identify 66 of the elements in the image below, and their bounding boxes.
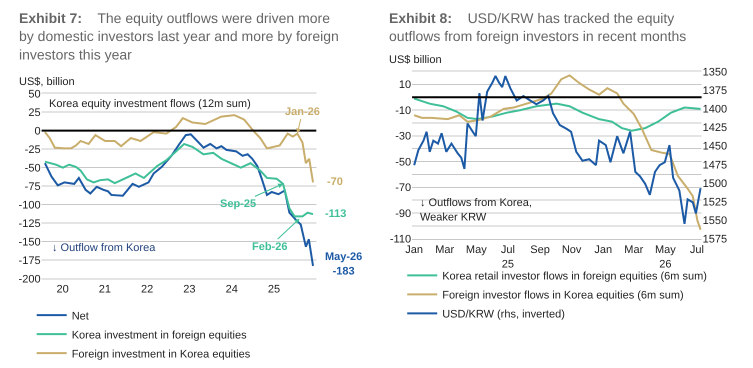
y2-tick-label: 1575 <box>702 234 728 246</box>
y-tick-label: -70 <box>395 182 412 194</box>
x-tick-label: 21 <box>98 284 112 296</box>
y2-tick-label: 1500 <box>702 178 728 190</box>
x-tick-label: Mar <box>624 244 644 256</box>
x-tick-label: Jan <box>594 244 612 256</box>
x-tick-label: Jul 25 <box>500 244 515 270</box>
legend-label: USD/KRW (rhs, inverted) <box>442 308 565 321</box>
y-tick-label: -10 <box>395 104 412 117</box>
annotation: Sep-25 <box>220 198 256 210</box>
y-axis-title: US$ billion <box>389 54 442 66</box>
x-tick-label: Jul <box>690 244 704 256</box>
legend-label: Foreign investment in Korea equities <box>72 348 251 360</box>
y2-tick-label: 1475 <box>702 159 728 172</box>
annotation: Korea equity investment flows (12m sum) <box>49 98 251 110</box>
annotation: -70 <box>327 176 343 188</box>
y-tick-label: -150 <box>18 236 41 248</box>
x-tick-label: May <box>466 244 488 256</box>
x-tick-label: Mar <box>435 244 455 256</box>
x-tick-label: Nov <box>562 244 582 256</box>
x-tick-label: 22 <box>141 284 154 296</box>
y-tick-label: -175 <box>18 254 41 267</box>
y2-tick-label: 1550 <box>702 215 728 228</box>
line-series <box>44 114 314 184</box>
annotation: Feb-26 <box>252 241 288 253</box>
y-axis-title: US$, billion <box>19 76 75 88</box>
annotation: May-26 -183 <box>325 251 362 278</box>
x-tick-label: 24 <box>226 284 238 296</box>
x-tick-label: May 26 <box>654 244 676 270</box>
chart-title: Exhibit 7: <box>19 10 82 26</box>
y-tick-label: 50 <box>28 88 41 101</box>
y-tick-label: -75 <box>24 180 41 193</box>
y-tick-label: 0 <box>34 126 41 138</box>
annotation: Jan-26 <box>285 106 320 118</box>
y-tick-label: -200 <box>18 273 41 286</box>
legend-label: Korea investment in foreign equities <box>72 329 248 342</box>
y-tick-label: -50 <box>24 162 41 174</box>
x-tick-label: Sep <box>530 244 550 256</box>
y-tick-label: -110 <box>390 234 412 246</box>
y-tick-label: 25 <box>28 107 41 120</box>
y-tick-label: -100 <box>18 199 41 212</box>
x-tick-label: 20 <box>56 284 69 296</box>
y2-tick-label: 1400 <box>702 104 728 116</box>
line-series <box>44 133 314 267</box>
annotation: -113 <box>325 208 346 220</box>
y-tick-label: 10 <box>398 79 412 92</box>
y2-tick-label: 1525 <box>702 196 728 208</box>
x-tick-label: 25 <box>268 284 280 296</box>
legend-label: Net <box>72 310 89 322</box>
line-series <box>413 98 702 132</box>
legend-label: Korea retail investor flows in foreign equities (6m sum) <box>442 270 707 283</box>
y-tick-label: -125 <box>18 218 41 230</box>
annotation: ↓ Outflows from Korea, Weaker KRW <box>420 197 532 224</box>
y2-tick-label: 1425 <box>702 122 728 134</box>
annotation: ↓ Outflow from Korea <box>52 242 156 254</box>
y-tick-label: -30 <box>395 130 412 143</box>
x-tick-label: Jan <box>405 244 424 256</box>
y-tick-label: -90 <box>395 208 412 220</box>
legend-label: Foreign investor flows in Korea equities (6m sum) <box>442 290 684 302</box>
y2-tick-label: 1350 <box>702 66 728 78</box>
y2-tick-label: 1375 <box>702 84 728 97</box>
chart-title: Exhibit 8: <box>389 10 452 26</box>
y-tick-label: -25 <box>24 144 41 156</box>
x-tick-label: 23 <box>183 284 196 296</box>
y2-tick-label: 1450 <box>702 140 728 153</box>
y-tick-label: -50 <box>395 156 412 168</box>
